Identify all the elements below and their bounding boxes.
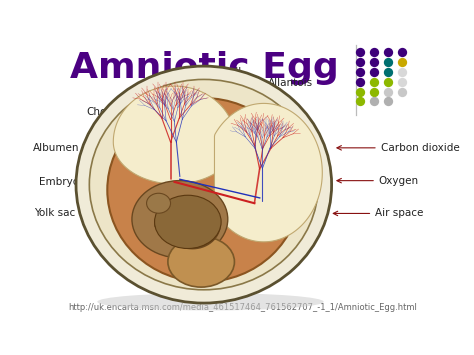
Text: Allantois: Allantois (268, 78, 313, 103)
Ellipse shape (107, 98, 301, 282)
Ellipse shape (89, 80, 319, 290)
Point (356, 79, 364, 84)
Point (384, 59, 392, 65)
Point (398, 69, 405, 75)
Point (356, 59, 364, 65)
Text: Air space: Air space (333, 208, 424, 218)
Point (398, 59, 405, 65)
Ellipse shape (132, 181, 228, 258)
Point (370, 99, 377, 104)
Point (356, 99, 364, 104)
Ellipse shape (155, 195, 221, 248)
Point (356, 89, 364, 94)
Ellipse shape (97, 293, 324, 310)
Point (384, 79, 392, 84)
Point (384, 69, 392, 75)
Text: Oxygen: Oxygen (337, 176, 419, 186)
Polygon shape (113, 86, 236, 184)
Text: Amniotic Egg: Amniotic Egg (70, 51, 339, 85)
Point (356, 49, 364, 55)
Text: Chorion: Chorion (86, 107, 171, 117)
Text: Albumen: Albumen (33, 143, 144, 153)
Text: Eggshell: Eggshell (197, 67, 241, 93)
Point (384, 99, 392, 104)
Point (384, 49, 392, 55)
Point (370, 79, 377, 84)
Point (370, 69, 377, 75)
Ellipse shape (76, 66, 332, 303)
Point (398, 79, 405, 84)
Point (370, 89, 377, 94)
Point (384, 89, 392, 94)
Text: http://uk.encarta.msn.com/media_461517464_761562707_-1_1/Amniotic_Egg.html: http://uk.encarta.msn.com/media_46151746… (68, 303, 418, 312)
Point (370, 59, 377, 65)
Point (356, 69, 364, 75)
Polygon shape (214, 103, 322, 242)
Ellipse shape (146, 193, 171, 213)
Text: Carbon dioxide: Carbon dioxide (337, 143, 459, 153)
Text: Yolk sac: Yolk sac (35, 208, 145, 218)
Ellipse shape (168, 236, 235, 287)
Point (398, 89, 405, 94)
Point (370, 49, 377, 55)
Point (398, 49, 405, 55)
Text: Embryo: Embryo (39, 177, 149, 187)
